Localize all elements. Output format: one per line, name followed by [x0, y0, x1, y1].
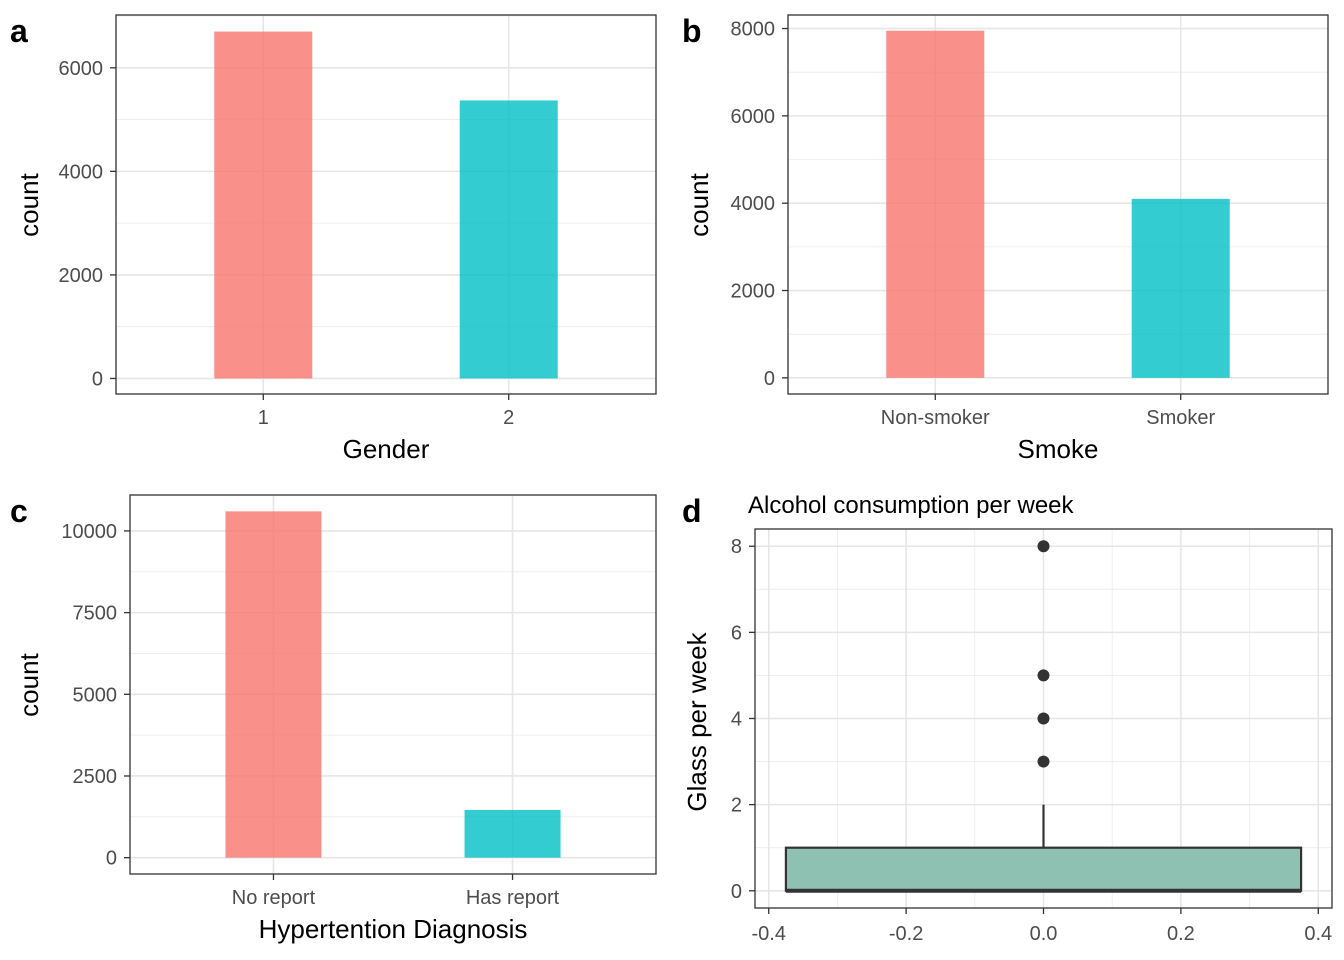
panel-background: [788, 15, 1328, 394]
panel-background: [116, 15, 656, 394]
panel-letter: c: [10, 493, 28, 529]
y-axis-title: count: [14, 172, 44, 236]
y-tick-label: 0: [731, 881, 742, 903]
panel-border: [115, 14, 657, 395]
bar-smoker: [1131, 198, 1230, 378]
panel-border: [129, 494, 657, 875]
y-tick-label: 0: [764, 368, 775, 390]
x-tick-label: 0.4: [1304, 923, 1332, 945]
x-tick-label: 0.2: [1167, 923, 1195, 945]
x-tick-label: -0.2: [889, 923, 923, 945]
panel-a: a 0 2000 4000 6000 1 2 Gender count: [10, 13, 657, 464]
outlier-point: [1037, 540, 1050, 553]
y-axis-title: count: [684, 172, 714, 236]
outlier-point: [1037, 712, 1050, 725]
y-tick-label: 2000: [59, 265, 104, 287]
y-tick-label: 4000: [59, 161, 104, 183]
y-tick-label: 4000: [731, 193, 776, 215]
y-tick-label: 10000: [61, 521, 117, 543]
y-tick-label: 8000: [731, 19, 776, 41]
bar-2: [459, 100, 558, 379]
x-tick-label: 2: [503, 407, 514, 429]
x-tick-label: 0.0: [1030, 923, 1058, 945]
outlier-point: [1037, 669, 1050, 682]
x-axis-title: Hypertention Diagnosis: [259, 914, 528, 944]
bar-has-report: [464, 809, 561, 858]
y-tick-label: 6000: [59, 58, 104, 80]
x-tick-label: Smoker: [1146, 407, 1215, 429]
x-tick-label: -0.4: [752, 923, 786, 945]
y-axis-title: count: [14, 652, 44, 716]
box-body: [784, 846, 1303, 892]
y-tick-label: 0: [92, 368, 103, 390]
y-tick-label: 7500: [73, 603, 118, 625]
y-tick-label: 0: [106, 848, 117, 870]
y-tick-label: 2500: [73, 766, 118, 788]
y-tick-label: 8: [731, 536, 742, 558]
panel-border: [787, 14, 1329, 395]
y-tick-label: 2000: [731, 281, 776, 303]
x-axis-title: Gender: [343, 434, 430, 464]
x-tick-label: Has report: [466, 887, 560, 909]
y-tick-label: 6000: [731, 106, 776, 128]
panel-b: b 0 2000 4000 6000 8000 Non-smoker Smoker Smoke c…: [682, 13, 1329, 464]
panel-background: [130, 495, 656, 874]
x-axis-title: Smoke: [1018, 434, 1099, 464]
panel-letter: d: [682, 493, 702, 529]
y-tick-label: 5000: [73, 684, 118, 706]
y-tick-label: 6: [731, 622, 742, 644]
plot-title: Alcohol consumption per week: [748, 492, 1075, 519]
bar-1: [214, 31, 313, 379]
y-axis-title: Glass per week: [682, 631, 712, 811]
x-tick-label: Non-smoker: [881, 407, 990, 429]
bar-no-report: [225, 511, 322, 858]
x-tick-label: No report: [232, 887, 316, 909]
panel-letter: b: [682, 13, 702, 49]
y-tick-label: 4: [731, 709, 742, 731]
panel-d: d 0 2 4 6 8 -0.4 -0.2 0.0 0.2 0.4 Alcohol consumpti…: [682, 492, 1333, 945]
x-tick-label: 1: [258, 407, 269, 429]
panel-letter: a: [10, 13, 28, 49]
bar-non-smoker: [886, 30, 985, 378]
y-tick-label: 2: [731, 795, 742, 817]
panel-c: c 0 2500 5000 7500 10000 No report Has report Hy…: [10, 493, 657, 944]
outlier-point: [1037, 755, 1050, 768]
